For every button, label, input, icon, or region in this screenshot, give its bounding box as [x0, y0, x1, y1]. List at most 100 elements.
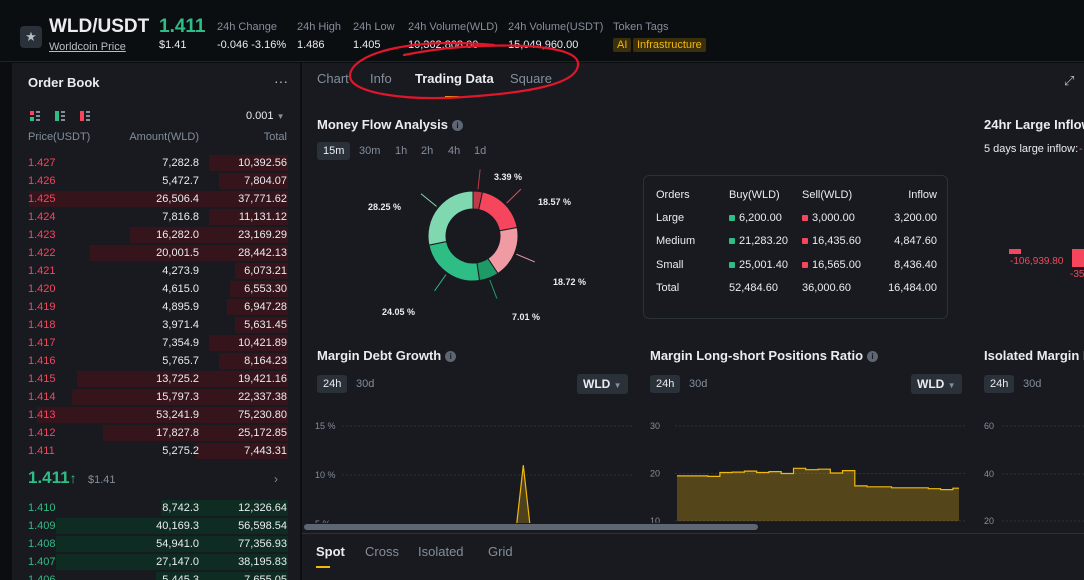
tag-infrastructure[interactable]: Infrastructure [633, 38, 706, 52]
donut-leader-line [516, 253, 535, 263]
bottom-tab-cross[interactable]: Cross [365, 544, 399, 559]
ask-row[interactable]: 1.427 7,282.8 10,392.56 [12, 154, 300, 172]
ask-row[interactable]: 1.412 17,827.8 25,172.85 [12, 424, 300, 442]
asks-only-icon[interactable] [80, 111, 90, 121]
ask-row[interactable]: 1.414 15,797.3 22,337.38 [12, 388, 300, 406]
scrollbar-thumb[interactable] [304, 524, 758, 530]
margin-debt-30d[interactable]: 30d [356, 378, 375, 390]
ask-amount: 4,273.9 [162, 265, 199, 277]
depth-bar [219, 353, 288, 369]
td-sell-text: 16,435.60 [812, 235, 861, 247]
long-short-asset-select[interactable]: WLD ▼ [911, 374, 962, 394]
tab-square[interactable]: Square [510, 71, 552, 86]
isolated-ytick-60: 60 [984, 421, 995, 431]
depth-bar [130, 227, 288, 243]
legend-dot [802, 238, 808, 245]
margin-debt-asset-select[interactable]: WLD ▼ [577, 374, 628, 394]
tab-chart[interactable]: Chart [317, 71, 349, 86]
more-icon[interactable]: ··· [274, 73, 288, 89]
info-icon[interactable]: i [867, 351, 879, 363]
donut-slice[interactable] [428, 240, 481, 282]
ask-row[interactable]: 1.416 5,765.7 8,164.23 [12, 352, 300, 370]
tf-4h[interactable]: 4h [448, 145, 461, 157]
tf-1h[interactable]: 1h [395, 145, 408, 157]
ask-price: 1.425 [28, 193, 56, 205]
td-order-text: Large [656, 212, 685, 224]
ask-row[interactable]: 1.411 5,275.2 7,443.31 [12, 442, 300, 460]
tab-trading-data[interactable]: Trading Data [415, 71, 494, 86]
ask-amount: 13,725.2 [156, 373, 199, 385]
favorite-star-icon[interactable]: ★ [20, 26, 42, 48]
expand-icon[interactable]: ⤢ [1064, 73, 1075, 88]
tag-ai[interactable]: AI [613, 38, 632, 52]
trading-data-panel: Chart Info Trading Data Square ⤢ Money F… [302, 41, 1084, 580]
depth-bar [235, 317, 288, 333]
bid-amount: 27,147.0 [156, 556, 199, 568]
ask-row[interactable]: 1.421 4,273.9 6,073.21 [12, 262, 300, 280]
ask-amount: 53,241.9 [156, 409, 199, 421]
precision-select[interactable]: 0.001 ▼ [246, 110, 285, 122]
donut-slice[interactable] [427, 190, 474, 246]
ask-total: 22,337.38 [238, 391, 287, 403]
large-inflow-title: 24hr Large Inflow [984, 117, 1084, 132]
ask-row[interactable]: 1.413 53,241.9 75,230.80 [12, 406, 300, 424]
bottom-tab-spot[interactable]: Spot [316, 544, 345, 559]
both-sides-icon[interactable] [30, 111, 40, 121]
donut-leader-line [489, 279, 498, 299]
bid-row[interactable]: 1.410 8,742.3 12,326.64 [12, 499, 300, 517]
bid-row[interactable]: 1.409 40,169.3 56,598.54 [12, 517, 300, 535]
pair-name-link[interactable]: Worldcoin Price [49, 41, 126, 53]
td-order: Small [656, 259, 684, 271]
bid-row[interactable]: 1.407 27,147.0 38,195.83 [12, 553, 300, 571]
depth-bar [72, 389, 288, 405]
tf-15m[interactable]: 15m [317, 142, 351, 160]
tf-2h[interactable]: 2h [421, 145, 434, 157]
stat-value-low: 1.405 [353, 39, 381, 51]
bid-row[interactable]: 1.408 54,941.0 77,356.93 [12, 535, 300, 553]
isolated-margin-title: Isolated Margin B [984, 348, 1084, 363]
td-order-text: Total [656, 282, 680, 294]
bid-price: 1.406 [28, 574, 56, 580]
ask-row[interactable]: 1.415 13,725.2 19,421.16 [12, 370, 300, 388]
bottom-tab-grid[interactable]: Grid [488, 544, 513, 559]
ask-row[interactable]: 1.419 4,895.9 6,947.28 [12, 298, 300, 316]
long-short-30d[interactable]: 30d [689, 378, 708, 390]
td-sell: 3,000.00 [802, 212, 855, 224]
ask-row[interactable]: 1.423 16,282.0 23,169.29 [12, 226, 300, 244]
legend-dot [729, 262, 735, 269]
info-icon[interactable]: i [452, 120, 463, 132]
bid-row[interactable]: 1.406 5,445.3 7,655.05 [12, 571, 300, 580]
long-short-24h[interactable]: 24h [650, 375, 681, 393]
margin-debt-24h[interactable]: 24h [317, 375, 348, 393]
bids-only-icon[interactable] [55, 111, 65, 121]
tf-30m[interactable]: 30m [359, 145, 381, 157]
mid-price[interactable]: 1.411↑ [28, 468, 77, 488]
depth-bar [103, 425, 288, 441]
depth-bar [56, 536, 288, 552]
ask-row[interactable]: 1.424 7,816.8 11,131.12 [12, 208, 300, 226]
long-short-asset: WLD [917, 377, 945, 391]
donut-leader-line [434, 274, 447, 292]
ask-row[interactable]: 1.425 26,506.4 37,771.62 [12, 190, 300, 208]
stat-value-change: -0.046 -3.16% [217, 39, 287, 51]
ask-row[interactable]: 1.420 4,615.0 6,553.30 [12, 280, 300, 298]
info-icon[interactable]: i [445, 351, 457, 363]
chevron-right-icon[interactable]: › [274, 472, 278, 486]
red-circle-annotation [348, 41, 580, 100]
ask-total: 10,392.56 [238, 157, 287, 169]
isolated-24h[interactable]: 24h [984, 375, 1015, 393]
ask-row[interactable]: 1.418 3,971.4 5,631.45 [12, 316, 300, 334]
donut-label: 24.05 % [382, 307, 415, 317]
bottom-tab-isolated[interactable]: Isolated [418, 544, 464, 559]
chevron-down-icon: ▼ [613, 381, 622, 390]
isolated-30d[interactable]: 30d [1023, 378, 1042, 390]
long-short-title: Margin Long-short Positions Ratio i [650, 348, 879, 363]
ask-row[interactable]: 1.422 20,001.5 28,442.13 [12, 244, 300, 262]
td-buy-text: 52,484.60 [729, 282, 778, 294]
ask-row[interactable]: 1.417 7,354.9 10,421.89 [12, 334, 300, 352]
bid-amount: 40,169.3 [156, 520, 199, 532]
stat-label-vol-usdt: 24h Volume(USDT) [508, 21, 604, 33]
tf-1d[interactable]: 1d [474, 145, 487, 157]
tab-info[interactable]: Info [370, 71, 392, 86]
ask-row[interactable]: 1.426 5,472.7 7,804.07 [12, 172, 300, 190]
